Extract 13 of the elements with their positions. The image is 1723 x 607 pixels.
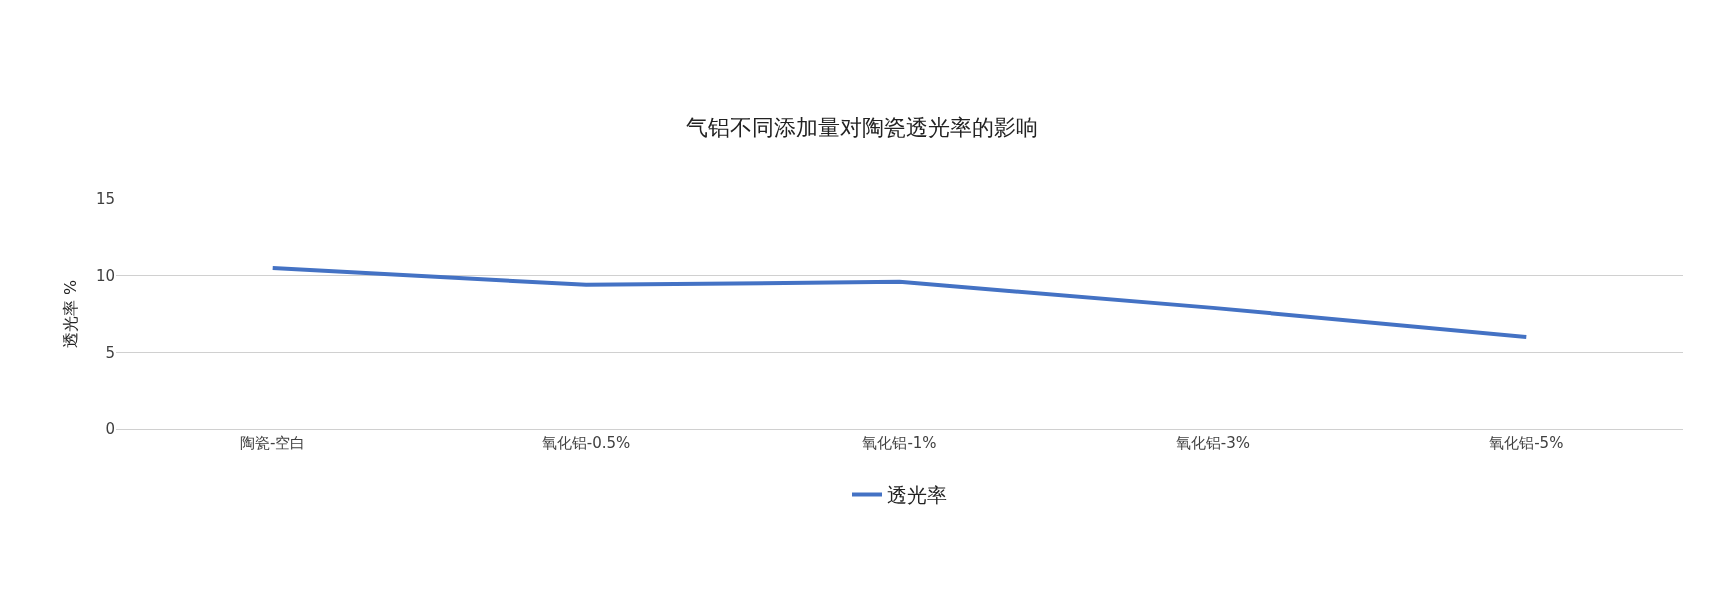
legend-label: 透光率 xyxy=(887,483,947,508)
y-tick-label: 15 xyxy=(95,190,115,209)
y-tick-label: 0 xyxy=(105,420,115,439)
y-tick-label: 5 xyxy=(105,343,115,362)
y-axis-title: 透光率 % xyxy=(60,279,80,349)
x-tick-label: 氧化铝-0.5% xyxy=(541,434,631,452)
line-series xyxy=(270,266,1529,339)
chart-title: 气铝不同添加量对陶瓷透光率的影响 xyxy=(685,115,1038,141)
x-tick-label: 氧化铝-3% xyxy=(1175,434,1251,452)
x-tick-label: 氧化铝-5% xyxy=(1489,434,1564,452)
y-tick-label: 10 xyxy=(95,266,115,285)
x-tick-label: 陶瓷-空白 xyxy=(239,434,306,452)
x-tick-label: 氧化铝-1% xyxy=(862,434,937,452)
